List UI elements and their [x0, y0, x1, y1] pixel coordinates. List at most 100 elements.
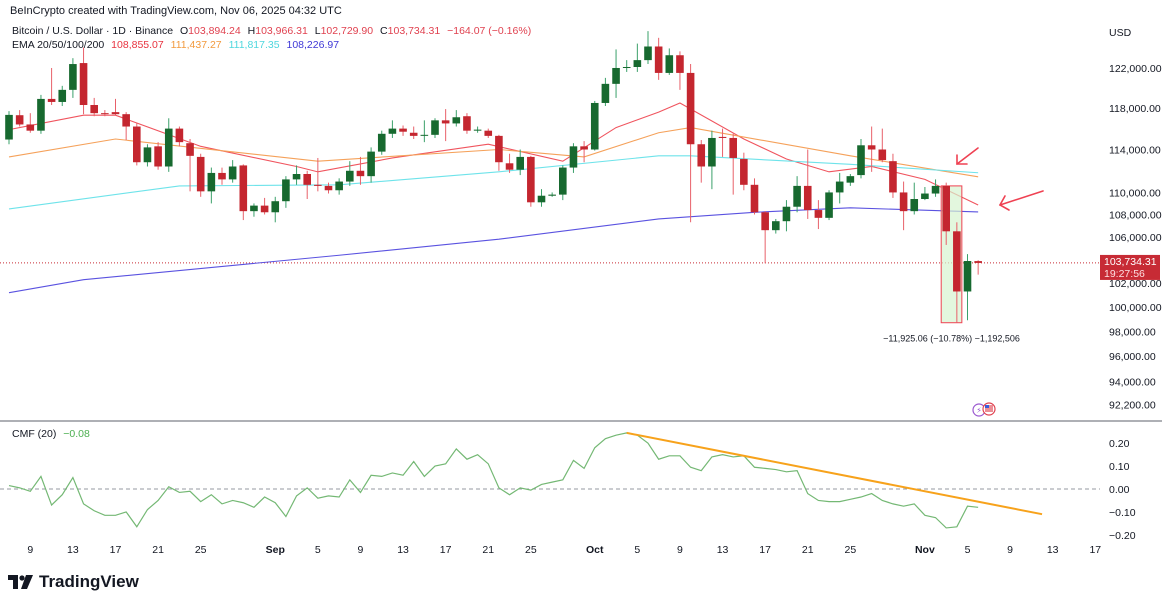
candle-body — [314, 184, 322, 186]
candle — [537, 189, 546, 207]
candle-body — [218, 172, 226, 180]
candle — [974, 260, 982, 275]
candle-body — [431, 120, 439, 135]
candle-body — [441, 120, 450, 124]
cmf-axis-label: −0.10 — [1109, 507, 1136, 519]
candle — [559, 165, 567, 201]
candle — [420, 120, 429, 143]
candle-body — [889, 161, 897, 193]
candle-body — [452, 117, 461, 124]
cmf-line — [8, 432, 979, 529]
time-axis-label: 21 — [152, 544, 164, 556]
candle — [133, 123, 141, 166]
candle — [612, 49, 620, 98]
candle-body — [420, 134, 429, 136]
candle — [175, 126, 184, 147]
candle — [409, 126, 418, 140]
cmf-value: −0.08 — [63, 428, 90, 440]
candle-body — [601, 83, 610, 103]
candle-body — [484, 130, 493, 136]
candle — [399, 125, 407, 136]
annotation-arrow-1-icon[interactable] — [956, 147, 979, 165]
ema20-value: 108,855.07 — [111, 39, 164, 51]
candle-body — [5, 114, 13, 140]
time-axis-label: Oct — [586, 544, 604, 556]
candle — [953, 222, 961, 323]
candle — [484, 128, 493, 138]
time-axis-label: Sep — [266, 544, 285, 556]
candle-body — [559, 167, 567, 195]
time-axis-label: 9 — [27, 544, 33, 556]
candle-body — [718, 136, 727, 138]
candle — [825, 190, 833, 221]
candle — [346, 161, 354, 186]
currency-label[interactable]: USD — [1109, 27, 1132, 39]
candle — [590, 100, 599, 151]
candle — [814, 200, 823, 230]
candle — [335, 178, 343, 195]
candle — [505, 153, 514, 173]
time-axis-label: 21 — [482, 544, 494, 556]
low-label: L — [314, 25, 321, 37]
ema200-line — [8, 207, 979, 294]
candle — [303, 170, 311, 200]
candle — [452, 110, 461, 127]
candle-body — [803, 185, 812, 211]
candle-body — [665, 55, 674, 73]
candle-body — [825, 192, 833, 218]
tradingview-logo[interactable]: TradingView — [8, 572, 139, 592]
time-axis-label: 25 — [525, 544, 537, 556]
candle-body — [622, 66, 631, 68]
candle-body — [367, 151, 375, 177]
candle-body — [79, 63, 88, 105]
candle-body — [931, 185, 940, 194]
change-value: −164.07 (−0.16%) — [447, 25, 532, 37]
candle — [111, 98, 120, 116]
cmf-label[interactable]: CMF (20) — [12, 428, 57, 440]
candle — [708, 130, 716, 190]
price-axis-label: 122,000.00 — [1109, 63, 1162, 75]
tradingview-logo-icon — [8, 575, 33, 589]
candle-body — [239, 165, 248, 212]
candle-body — [90, 104, 98, 114]
candle-body — [15, 115, 24, 125]
candle-body — [324, 185, 333, 191]
price-axis-label: 108,000.00 — [1109, 209, 1162, 221]
candle — [271, 196, 280, 223]
low-value: 102,729.90 — [320, 25, 374, 37]
time-axis-label: 17 — [1089, 544, 1101, 556]
candle — [601, 77, 610, 107]
candle-body — [835, 181, 844, 193]
candle-body — [590, 102, 599, 150]
candle — [228, 160, 237, 183]
time-axis-label: 13 — [67, 544, 79, 556]
candle-body — [654, 46, 663, 73]
time-axis-label: 9 — [358, 544, 364, 556]
candle — [431, 118, 439, 138]
ema200-value: 108,226.97 — [286, 39, 340, 51]
candle — [750, 178, 759, 215]
candle-body — [974, 261, 982, 263]
events-icon[interactable]: ⚡ — [972, 402, 996, 417]
candle-body — [473, 129, 482, 131]
candle — [665, 48, 674, 75]
symbol-title[interactable]: Bitcoin / U.S. Dollar · 1D · Binance — [12, 25, 174, 37]
ema20-line — [8, 102, 979, 206]
measure-label: −11,925.06 (−10.78%) −1,192,506 — [883, 334, 1020, 344]
annotation-arrow-2-icon[interactable] — [998, 190, 1044, 211]
ema-legend-label[interactable]: EMA 20/50/100/200 — [12, 39, 105, 51]
candle-body — [548, 194, 556, 196]
candle — [58, 85, 67, 107]
candle-body — [26, 124, 35, 131]
candle — [260, 197, 269, 215]
candle-body — [101, 113, 109, 115]
price-axis-label: 100,000.00 — [1109, 302, 1162, 314]
cmf-legend: CMF (20) −0.08 — [12, 428, 90, 440]
ema-legend: EMA 20/50/100/200 108,855.07 111,437.27 … — [12, 39, 343, 51]
candle — [463, 113, 471, 134]
last-price-tag[interactable]: 103,734.31 19:27:56 — [1100, 254, 1160, 280]
price-axis-label: 96,000.00 — [1109, 351, 1156, 363]
price-axis-label: 118,000.00 — [1109, 103, 1161, 115]
open-label: O — [179, 25, 189, 37]
